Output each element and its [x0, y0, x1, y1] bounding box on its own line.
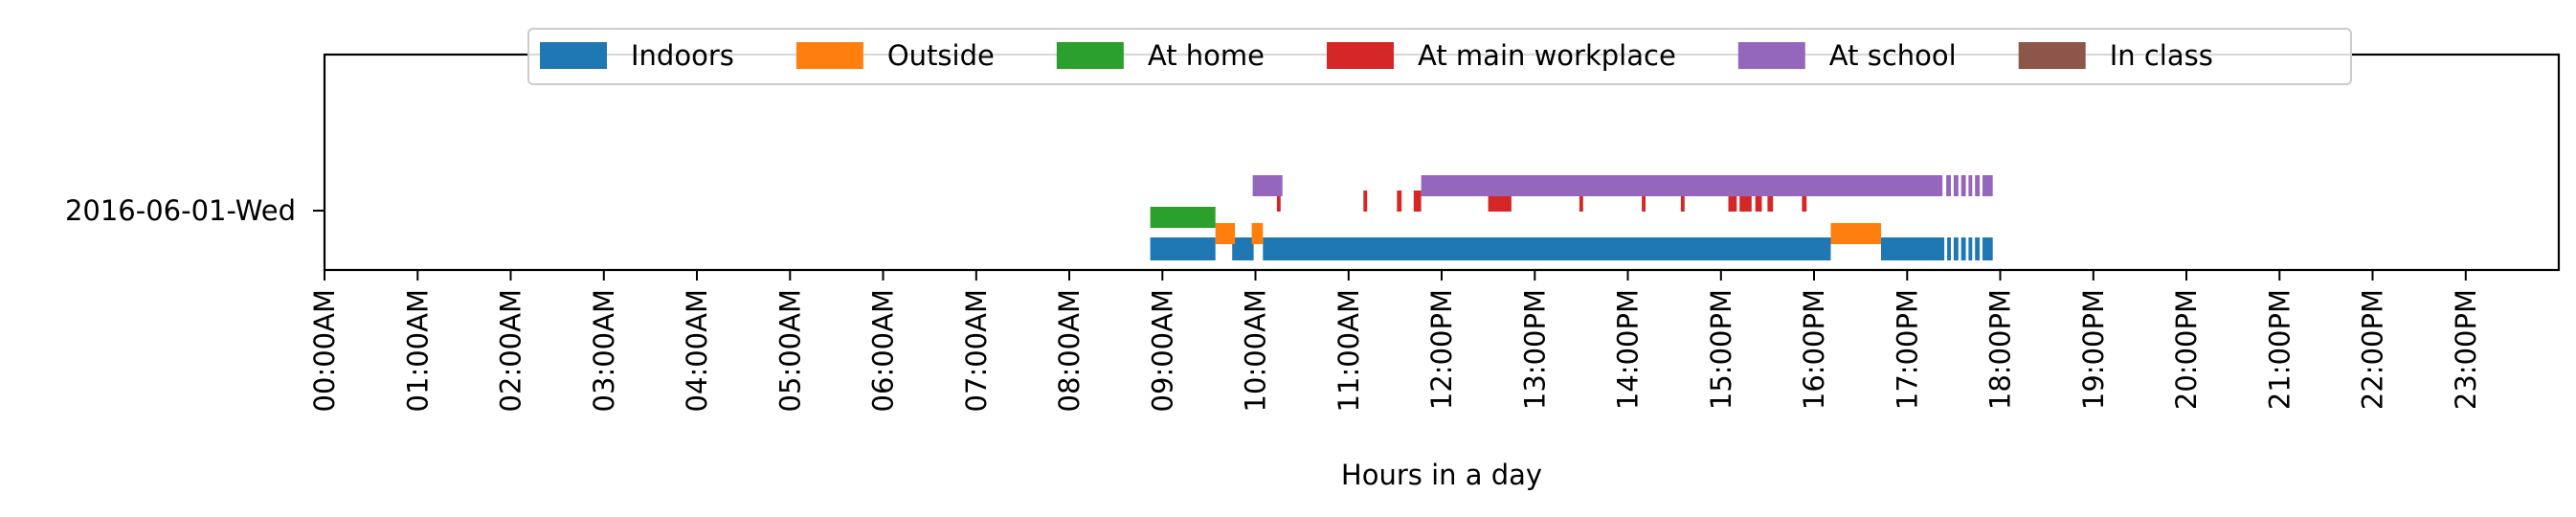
- x-tick-label: 04:00AM: [681, 289, 713, 412]
- legend-swatch-outside: [795, 42, 863, 69]
- legend-label-at-school: At school: [1829, 39, 1957, 72]
- bar-at-main-workplace-1: [1363, 191, 1368, 212]
- x-tick-label: 01:00AM: [401, 289, 434, 412]
- bar-at-main-workplace-2: [1397, 191, 1402, 212]
- bar-outside-2: [1830, 223, 1881, 244]
- plot-area: [1150, 175, 1993, 260]
- bar-at-school-1: [1421, 175, 1943, 196]
- legend-label-in-class: In class: [2110, 39, 2213, 72]
- x-tick-label: 05:00AM: [773, 289, 806, 412]
- legend-swatch-at-school: [1737, 42, 1805, 69]
- bar-indoors-8: [1975, 237, 1981, 260]
- x-tick-label: 00:00AM: [308, 289, 341, 412]
- legend-label-outside: Outside: [887, 39, 995, 72]
- bar-at-main-workplace-7: [1680, 191, 1685, 212]
- y-axis: 2016-06-01-Wed: [65, 194, 325, 227]
- x-axis: 00:00AM 01:00AM 02:00AM 03:00AM 04:00AM 05:00…: [308, 270, 2482, 412]
- bar-at-school-6: [1975, 175, 1981, 196]
- x-tick-label: 20:00PM: [2170, 289, 2203, 410]
- bar-at-main-workplace-0: [1276, 191, 1281, 212]
- bar-indoors-1: [1232, 237, 1254, 260]
- bar-indoors-9: [1982, 237, 1993, 260]
- bar-indoors-0: [1150, 237, 1216, 260]
- bar-at-main-workplace-5: [1579, 191, 1583, 212]
- x-tick-label: 06:00AM: [867, 289, 900, 412]
- bar-at-school-3: [1953, 175, 1959, 196]
- x-tick-label: 17:00PM: [1891, 289, 1923, 410]
- bar-indoors-3: [1881, 237, 1945, 260]
- x-tick-label: 10:00AM: [1240, 289, 1272, 412]
- x-tick-label: 22:00PM: [2357, 289, 2389, 410]
- x-tick-label: 19:00PM: [2077, 289, 2110, 410]
- bar-at-main-workplace-6: [1642, 191, 1646, 212]
- legend-swatch-in-class: [2018, 42, 2086, 69]
- x-tick-label: 16:00PM: [1798, 289, 1830, 410]
- legend-swatch-at-main-workplace: [1327, 42, 1394, 69]
- x-tick-label: 02:00AM: [495, 289, 527, 412]
- x-tick-label: 18:00PM: [1984, 289, 2017, 410]
- bar-at-school-0: [1252, 175, 1283, 196]
- x-tick-label: 07:00AM: [960, 289, 993, 412]
- x-tick-label: 12:00PM: [1425, 289, 1458, 410]
- bar-indoors-7: [1968, 237, 1973, 260]
- bar-outside-0: [1215, 223, 1236, 244]
- bar-at-school-7: [1982, 175, 1993, 196]
- legend-label-at-home: At home: [1148, 39, 1265, 72]
- x-tick-label: 11:00AM: [1333, 289, 1365, 412]
- x-tick-label: 14:00PM: [1612, 289, 1645, 410]
- bar-outside-1: [1251, 223, 1264, 244]
- bar-indoors-4: [1947, 237, 1951, 260]
- bar-at-main-workplace-10: [1755, 191, 1762, 212]
- bar-at-main-workplace-12: [1802, 191, 1807, 212]
- x-axis-label: Hours in a day: [1341, 459, 1542, 491]
- bar-at-main-workplace-3: [1413, 191, 1422, 212]
- x-tick-label: 21:00PM: [2263, 289, 2296, 410]
- legend-box: [527, 28, 2352, 85]
- bar-indoors-5: [1953, 237, 1959, 260]
- bar-at-school-2: [1946, 175, 1951, 196]
- legend: Indoors Outside At home At main workplace At…: [527, 28, 2352, 85]
- legend-swatch-at-home: [1056, 42, 1124, 69]
- bar-at-main-workplace-11: [1767, 191, 1774, 212]
- x-tick-label: 23:00PM: [2450, 289, 2482, 410]
- legend-label-at-main-workplace: At main workplace: [1418, 39, 1676, 72]
- x-tick-label: 13:00PM: [1518, 289, 1551, 410]
- x-tick-label: 08:00AM: [1053, 289, 1086, 412]
- x-tick-label: 03:00AM: [588, 289, 620, 412]
- x-tick-label: 09:00AM: [1146, 289, 1178, 412]
- bar-indoors-2: [1263, 237, 1831, 260]
- bar-at-main-workplace-8: [1728, 191, 1737, 212]
- legend-swatch-indoors: [540, 42, 607, 69]
- bar-at-school-5: [1968, 175, 1973, 196]
- legend-label-indoors: Indoors: [631, 39, 734, 72]
- bar-indoors-6: [1960, 237, 1966, 260]
- y-tick-label: 2016-06-01-Wed: [65, 194, 296, 227]
- bar-at-home-0: [1150, 207, 1216, 228]
- bar-at-school-4: [1960, 175, 1966, 196]
- x-tick-label: 15:00PM: [1705, 289, 1737, 410]
